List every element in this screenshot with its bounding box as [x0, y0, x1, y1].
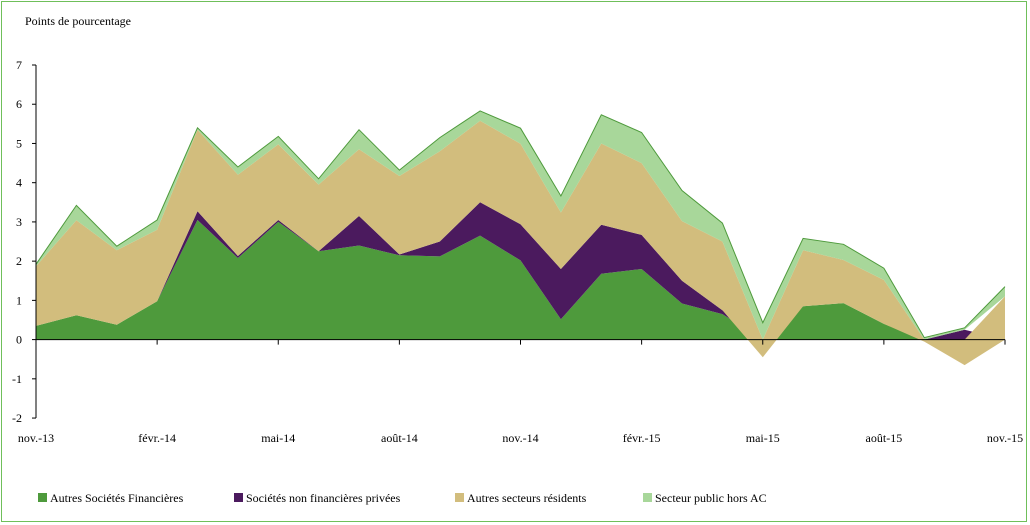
- area-series-1: [36, 202, 1005, 340]
- legend-swatch-0: [38, 493, 47, 502]
- legend-label-0: Autres Sociétés Financières: [50, 491, 184, 505]
- y-tick-label: 1: [16, 293, 22, 307]
- x-tick-label: août-15: [866, 431, 903, 445]
- legend-label-3: Secteur public hors AC: [655, 491, 767, 505]
- x-tick-label: nov.-14: [502, 431, 538, 445]
- y-tick-label: -2: [12, 411, 22, 425]
- x-tick-label: mai-14: [261, 431, 295, 445]
- y-tick-label: 0: [16, 333, 22, 347]
- y-axis-label: Points de pourcentage: [25, 14, 131, 28]
- y-tick-label: 7: [16, 58, 22, 72]
- legend-label-1: Sociétés non financières privées: [246, 491, 401, 505]
- y-tick-label: 6: [16, 97, 22, 111]
- area-series-2: [36, 120, 1005, 366]
- y-tick-label: 3: [16, 215, 22, 229]
- y-tick-label: -1: [12, 372, 22, 386]
- x-tick-label: nov.-13: [18, 431, 54, 445]
- x-tick-label: mai-15: [746, 431, 780, 445]
- areas: [35, 110, 1006, 366]
- legend: Autres Sociétés Financières Sociétés non …: [38, 491, 767, 505]
- stack-outline: [35, 110, 1006, 339]
- x-tick-label: févr.-15: [623, 431, 661, 445]
- area-series-0: [36, 220, 1005, 340]
- legend-swatch-3: [643, 493, 652, 502]
- y-tick-label: 2: [16, 254, 22, 268]
- legend-swatch-2: [455, 493, 464, 502]
- legend-swatch-1: [234, 493, 243, 502]
- x-tick-label: févr.-14: [138, 431, 176, 445]
- axes: 7 6 5 4 3 2 1 0 -1 -2 nov.-13 févr.-14 mai-14 août-14…: [12, 58, 1023, 445]
- y-tick-label: 4: [16, 176, 22, 190]
- legend-label-2: Autres secteurs résidents: [467, 491, 587, 505]
- y-tick-label: 5: [16, 136, 22, 150]
- x-tick-label: nov.-15: [987, 431, 1023, 445]
- x-tick-label: août-14: [381, 431, 418, 445]
